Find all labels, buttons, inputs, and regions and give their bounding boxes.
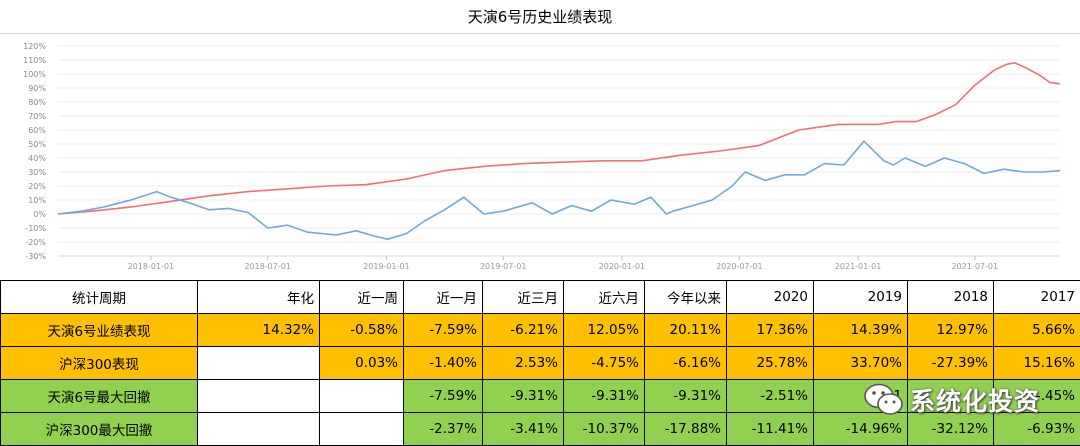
- row-label-cell: 沪深300表现: [0, 346, 198, 380]
- value-cell: 20.11%: [644, 313, 727, 347]
- value-cell: -1.40%: [403, 346, 483, 380]
- value-cell: 14.32%: [197, 313, 320, 347]
- chart-canvas: -30% -20% -10% 0% 10% 20% 30% 40% 50% 60% 70% 80% 90…: [23, 42, 1061, 271]
- y-tick-label: 40%: [28, 154, 46, 163]
- y-tick-label: 0%: [33, 210, 46, 219]
- header-cell: 2017: [993, 280, 1080, 314]
- value-cell: -6.21%: [482, 313, 564, 347]
- x-tick-label: 2018-01-01: [128, 262, 175, 271]
- table-row: 沪深300表现 0.03% -1.40% 2.53% -4.75% -6.16% 25.78…: [0, 346, 1080, 380]
- value-cell: 5.66%: [993, 313, 1080, 347]
- y-tick-label: -10%: [25, 224, 46, 233]
- value-cell: -3.41%: [482, 412, 564, 446]
- value-cell: -14.96%: [813, 412, 908, 446]
- value-cell: 0.03%: [319, 346, 404, 380]
- header-cell: 近一周: [319, 280, 404, 314]
- value-cell: 12.97%: [907, 313, 994, 347]
- value-cell: [319, 379, 404, 413]
- y-tick-label: 110%: [23, 56, 46, 65]
- value-cell: [907, 379, 994, 413]
- watermark: 系统化投资: [862, 381, 1080, 419]
- value-cell: [197, 346, 320, 380]
- value-cell: -.45%: [993, 379, 1080, 413]
- x-axis-ticks: 2018-01-01 2018-07-01 2019-01-01 2019-07-01…: [128, 256, 998, 271]
- value-cell: -2.51%: [726, 379, 814, 413]
- value-cell: -6.93%: [993, 412, 1080, 446]
- value-cell: -10.37%: [563, 412, 645, 446]
- watermark-text: 系统化投资: [910, 387, 1041, 416]
- row-label-cell: 天演6号业绩表现: [0, 313, 198, 347]
- y-tick-label: 20%: [28, 182, 46, 191]
- value-cell: -9.31%: [644, 379, 727, 413]
- x-tick-label: 2021-01-01: [835, 262, 882, 271]
- value-cell: -9.31%: [482, 379, 564, 413]
- wechat-icon: [864, 383, 903, 415]
- x-tick-label: 2018-07-01: [244, 262, 291, 271]
- value-cell: [197, 412, 320, 446]
- row-label-cell: 沪深300最大回撤: [0, 412, 198, 446]
- grid-lines: [58, 45, 1060, 257]
- value-cell: [197, 379, 320, 413]
- header-cell: 今年以来: [644, 280, 727, 314]
- value-cell: 17.36%: [726, 313, 814, 347]
- x-tick-label: 2019-07-01: [480, 262, 527, 271]
- x-tick-label: 2020-07-01: [716, 262, 763, 271]
- header-cell: 近三月: [482, 280, 564, 314]
- value-cell: -27.39%: [907, 346, 994, 380]
- performance-table: 统计周期 年化 近一周 近一月 近三月 近六月 今年以来 2020 2019 2018 2017 天演…: [0, 280, 1080, 446]
- value-cell: -7.59%: [403, 379, 483, 413]
- header-cell: 近六月: [563, 280, 645, 314]
- y-tick-label: 50%: [28, 140, 46, 149]
- value-cell: -2.37%: [403, 412, 483, 446]
- header-cell: 统计周期: [0, 280, 198, 314]
- header-cell: 年化: [197, 280, 320, 314]
- table-row: 天演6号最大回撤-7.59%-9.31%-9.31%-9.31%-2.51%-1…: [0, 379, 1080, 413]
- value-cell: [319, 412, 404, 446]
- value-cell: 33.70%: [813, 346, 908, 380]
- table-row: 天演6号业绩表现 14.32% -0.58% -7.59% -6.21% 12.05% 20…: [0, 313, 1080, 347]
- series-lines: [57, 61, 1061, 240]
- y-tick-label: -20%: [25, 238, 46, 247]
- y-tick-label: 70%: [28, 112, 46, 121]
- value-cell: -7.59%: [403, 313, 483, 347]
- header-cell: 2019: [813, 280, 908, 314]
- chart-title: 天演6号历史业绩表现: [0, 0, 1080, 34]
- value-cell: 15.16%: [993, 346, 1080, 380]
- y-tick-label: 90%: [28, 84, 46, 93]
- value-cell: -9.31%: [563, 379, 645, 413]
- y-tick-label: 120%: [23, 42, 46, 51]
- value-cell: 14.39%: [813, 313, 908, 347]
- header-cell: 2018: [907, 280, 994, 314]
- header-cell: 近一月: [403, 280, 483, 314]
- fund-series-line: [57, 61, 1061, 215]
- value-cell: 25.78%: [726, 346, 814, 380]
- table-header-row: 统计周期 年化 近一周 近一月 近三月 近六月 今年以来 2020 2019 2018 2017: [0, 280, 1080, 314]
- value-cell: 12.05%: [563, 313, 645, 347]
- row-label-cell: 天演6号最大回撤: [0, 379, 198, 413]
- y-tick-label: 80%: [28, 98, 46, 107]
- value-cell: -6.16%: [644, 346, 727, 380]
- x-tick-label: 2020-01-01: [599, 262, 646, 271]
- y-tick-label: 100%: [23, 70, 46, 79]
- value-cell: -17.88%: [644, 412, 727, 446]
- performance-line-chart: -30% -20% -10% 0% 10% 20% 30% 40% 50% 60% 70% 80% 90…: [0, 34, 1080, 280]
- y-tick-label: 30%: [28, 168, 46, 177]
- y-tick-label: 60%: [28, 126, 46, 135]
- header-cell: 2020: [726, 280, 814, 314]
- index-series-line: [57, 140, 1061, 240]
- value-cell: -32.12%: [907, 412, 994, 446]
- value-cell: -4.75%: [563, 346, 645, 380]
- value-cell: -0.58%: [319, 313, 404, 347]
- x-tick-label: 2019-01-01: [363, 262, 410, 271]
- x-tick-label: 2021-07-01: [952, 262, 999, 271]
- y-tick-label: -30%: [25, 252, 46, 261]
- y-axis-ticks: -30% -20% -10% 0% 10% 20% 30% 40% 50% 60% 70% 80% 90…: [23, 42, 46, 261]
- value-cell: 2.53%: [482, 346, 564, 380]
- value-cell: -11.41%: [726, 412, 814, 446]
- y-tick-label: 10%: [28, 196, 46, 205]
- table-row: 沪深300最大回撤 -2.37% -3.41% -10.37% -17.88% -11.4…: [0, 412, 1080, 446]
